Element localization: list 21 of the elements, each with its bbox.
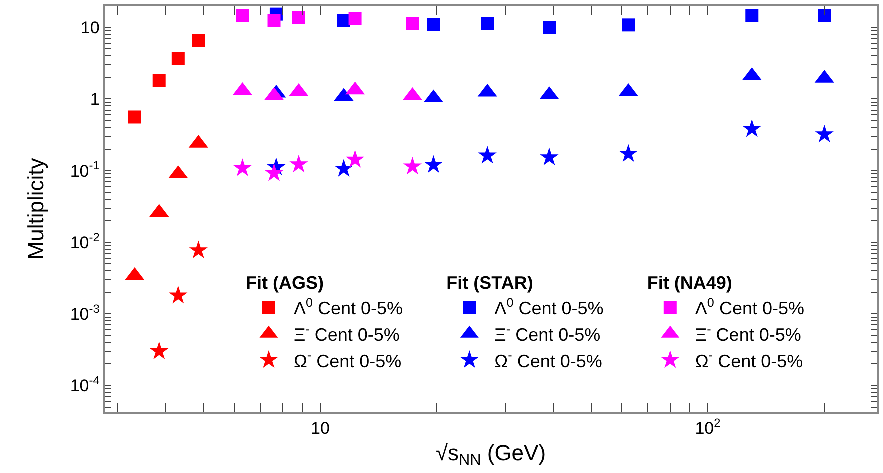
y-tick-label: 10: [80, 18, 100, 38]
legend-label: Ξ$^{-}$ Cent 0-5%: [695, 322, 802, 345]
x-axis-title: √s$_{NN}$ (GeV): [436, 440, 546, 470]
legend-label: Λ$^{0}$ Cent 0-5%: [695, 296, 804, 318]
y-tick-label: 10$^{-4}$: [70, 374, 100, 396]
text: Fit (STAR): [446, 273, 534, 294]
y-tick-label: 10$^{-1}$: [70, 158, 100, 181]
legend-label: Ω$^{-}$ Cent 0-5%: [695, 348, 804, 372]
legend-label: Ξ$^{-}$ Cent 0-5%: [294, 322, 400, 345]
text: Fit (NA49): [647, 273, 732, 294]
y-tick-label: 1: [90, 90, 100, 110]
legend-label: Ω$^{-}$ Cent 0-5%: [294, 348, 402, 372]
legend-label: Ξ$^{-}$ Cent 0-5%: [494, 322, 601, 345]
y-tick-label: 10$^{-3}$: [70, 302, 100, 324]
y-tick-label: 10$^{-2}$: [70, 230, 100, 252]
legend-label: Ω$^{-}$ Cent 0-5%: [494, 348, 602, 372]
legend-label: Λ$^{0}$ Cent 0-5%: [294, 296, 404, 318]
x-tick-label: 10$^{2}$: [695, 416, 722, 438]
text: Fit (AGS): [246, 273, 324, 294]
y-axis-title: Multiplicity: [24, 158, 49, 260]
legend-label: Λ$^{0}$ Cent 0-5%: [494, 296, 604, 318]
